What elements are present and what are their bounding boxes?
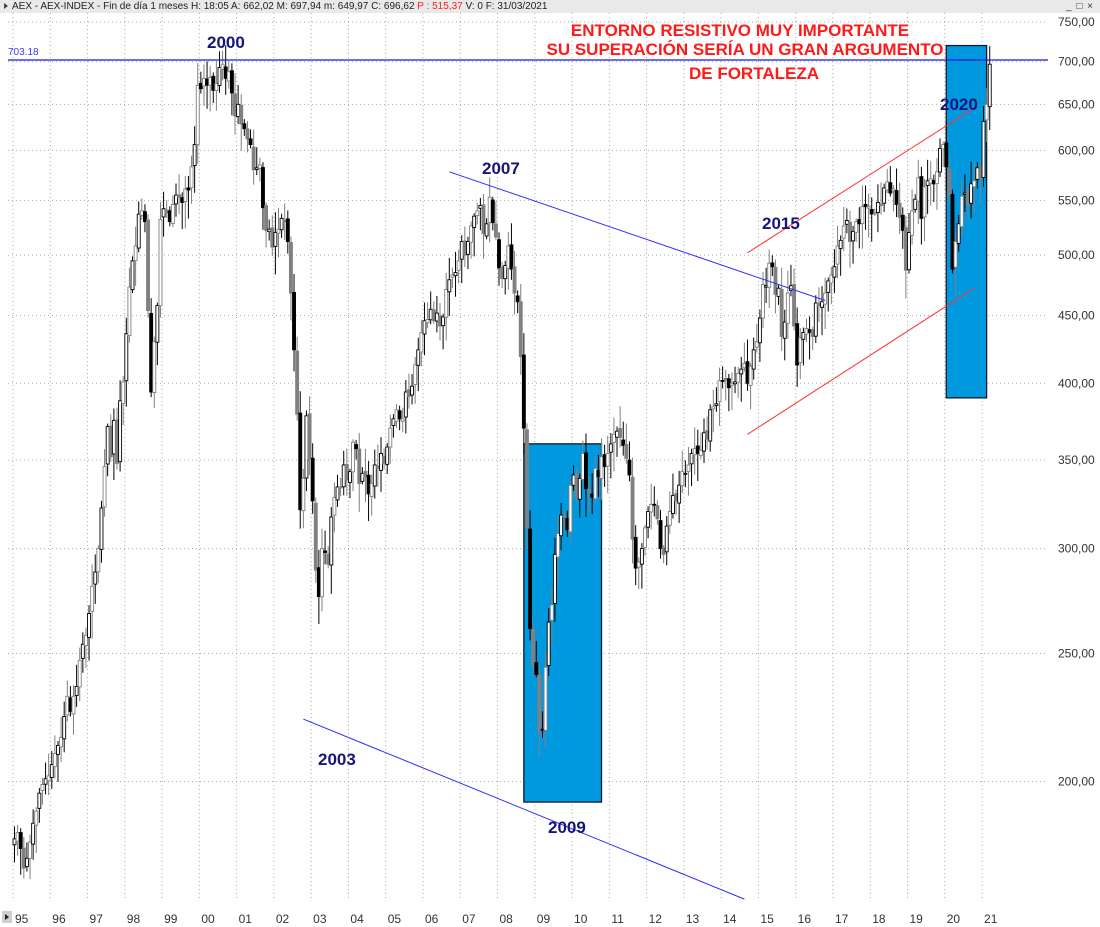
2003-2009-descending-support <box>303 718 745 900</box>
annotation-line-2: SU SUPERACIÓN SERÍA UN GRAN ARGUMENTO <box>546 40 943 59</box>
y-tick-label: 450,00 <box>1058 309 1095 323</box>
x-tick-label: 02 <box>276 912 290 926</box>
x-tick-label: 04 <box>350 912 364 926</box>
y-tick-label: 350,00 <box>1058 453 1095 467</box>
x-tick-label: 14 <box>723 912 737 926</box>
x-tick-label: 98 <box>127 912 141 926</box>
label-2000: 2000 <box>207 33 245 52</box>
x-tick-label: 20 <box>947 912 961 926</box>
stat-close: C: 696,62 <box>371 1 415 12</box>
stat-p: P : 515,37 <box>417 1 463 12</box>
x-tick-label: 12 <box>649 912 663 926</box>
channel-upper <box>747 105 978 254</box>
scroll-left-arrow-icon[interactable] <box>2 911 12 923</box>
annotation-line-1: ENTORNO RESISTIVO MUY IMPORTANTE <box>571 21 909 40</box>
label-2015: 2015 <box>762 214 800 233</box>
y-tick-label: 250,00 <box>1058 646 1095 660</box>
label-2003: 2003 <box>318 750 356 769</box>
menu-arrow-icon[interactable] <box>4 3 8 10</box>
x-tick-label: 05 <box>388 912 402 926</box>
x-tick-label: 10 <box>574 912 588 926</box>
y-tick-label: 600,00 <box>1058 143 1095 157</box>
x-tick-label: 01 <box>239 912 253 926</box>
highlight-boxes <box>523 44 988 803</box>
stat-volume: V: 0 <box>465 1 483 12</box>
candlestick-series <box>12 45 992 879</box>
chart-window-titlebar: AEX - AEX-INDEX - Fin de día 1 meses H: … <box>0 0 1100 13</box>
minimize-button[interactable]: _ <box>1065 1 1073 12</box>
x-tick-label: 18 <box>872 912 886 926</box>
x-tick-label: 16 <box>798 912 812 926</box>
x-tick-label: 97 <box>90 912 104 926</box>
x-tick-label: 17 <box>835 912 849 926</box>
price-chart[interactable]: 750,00 700,00 650,00 600,00 550,00 500,00 450,… <box>0 13 1100 927</box>
y-tick-label: 400,00 <box>1058 376 1095 390</box>
y-tick-label: 300,00 <box>1058 542 1095 556</box>
window-title: AEX - AEX-INDEX - Fin de día 1 meses <box>12 1 189 12</box>
y-axis: 750,00 700,00 650,00 600,00 550,00 500,00 450,… <box>1058 15 1095 788</box>
channel-lower <box>747 287 975 435</box>
label-2009: 2009 <box>548 818 586 837</box>
x-tick-label: 95 <box>15 912 29 926</box>
x-tick-label: 21 <box>984 912 998 926</box>
maximize-button[interactable]: □ <box>1076 1 1084 12</box>
x-axis: 95 96 97 98 99 00 01 02 03 04 05 06 07 08 09 10 11 12 13 14… <box>15 912 998 926</box>
window-controls: _ □ × <box>1066 0 1094 13</box>
x-tick-label: 96 <box>52 912 66 926</box>
stat-time: H: 18:05 <box>190 1 229 12</box>
stat-open: A: 662,02 <box>231 1 274 12</box>
y-tick-label: 700,00 <box>1058 55 1095 69</box>
2009-box <box>523 443 603 803</box>
annotation-line-3: DE FORTALEZA <box>689 64 819 83</box>
x-tick-label: 06 <box>425 912 439 926</box>
resistance-value-label: 703.18 <box>8 47 39 58</box>
x-tick-label: 99 <box>164 912 178 926</box>
y-tick-label: 650,00 <box>1058 97 1095 111</box>
2007-descending-resistance <box>449 171 826 301</box>
x-tick-label: 07 <box>462 912 476 926</box>
close-button[interactable]: × <box>1087 1 1094 12</box>
stat-date: F: 31/03/2021 <box>485 1 548 12</box>
x-tick-label: 00 <box>201 912 215 926</box>
y-tick-label: 750,00 <box>1058 15 1095 29</box>
y-tick-label: 500,00 <box>1058 248 1095 262</box>
x-tick-label: 19 <box>909 912 923 926</box>
y-tick-label: 200,00 <box>1058 775 1095 789</box>
label-2007: 2007 <box>482 159 520 178</box>
label-2020: 2020 <box>940 95 978 114</box>
stat-high: M: 697,94 <box>276 1 322 12</box>
x-tick-label: 11 <box>611 912 624 926</box>
stat-low: m: 649,97 <box>323 1 369 12</box>
x-tick-label: 15 <box>760 912 774 926</box>
x-tick-label: 08 <box>500 912 514 926</box>
x-tick-label: 03 <box>313 912 327 926</box>
x-tick-label: 09 <box>537 912 551 926</box>
y-tick-label: 550,00 <box>1058 193 1095 207</box>
trend-lines <box>303 105 978 900</box>
x-tick-label: 13 <box>686 912 700 926</box>
